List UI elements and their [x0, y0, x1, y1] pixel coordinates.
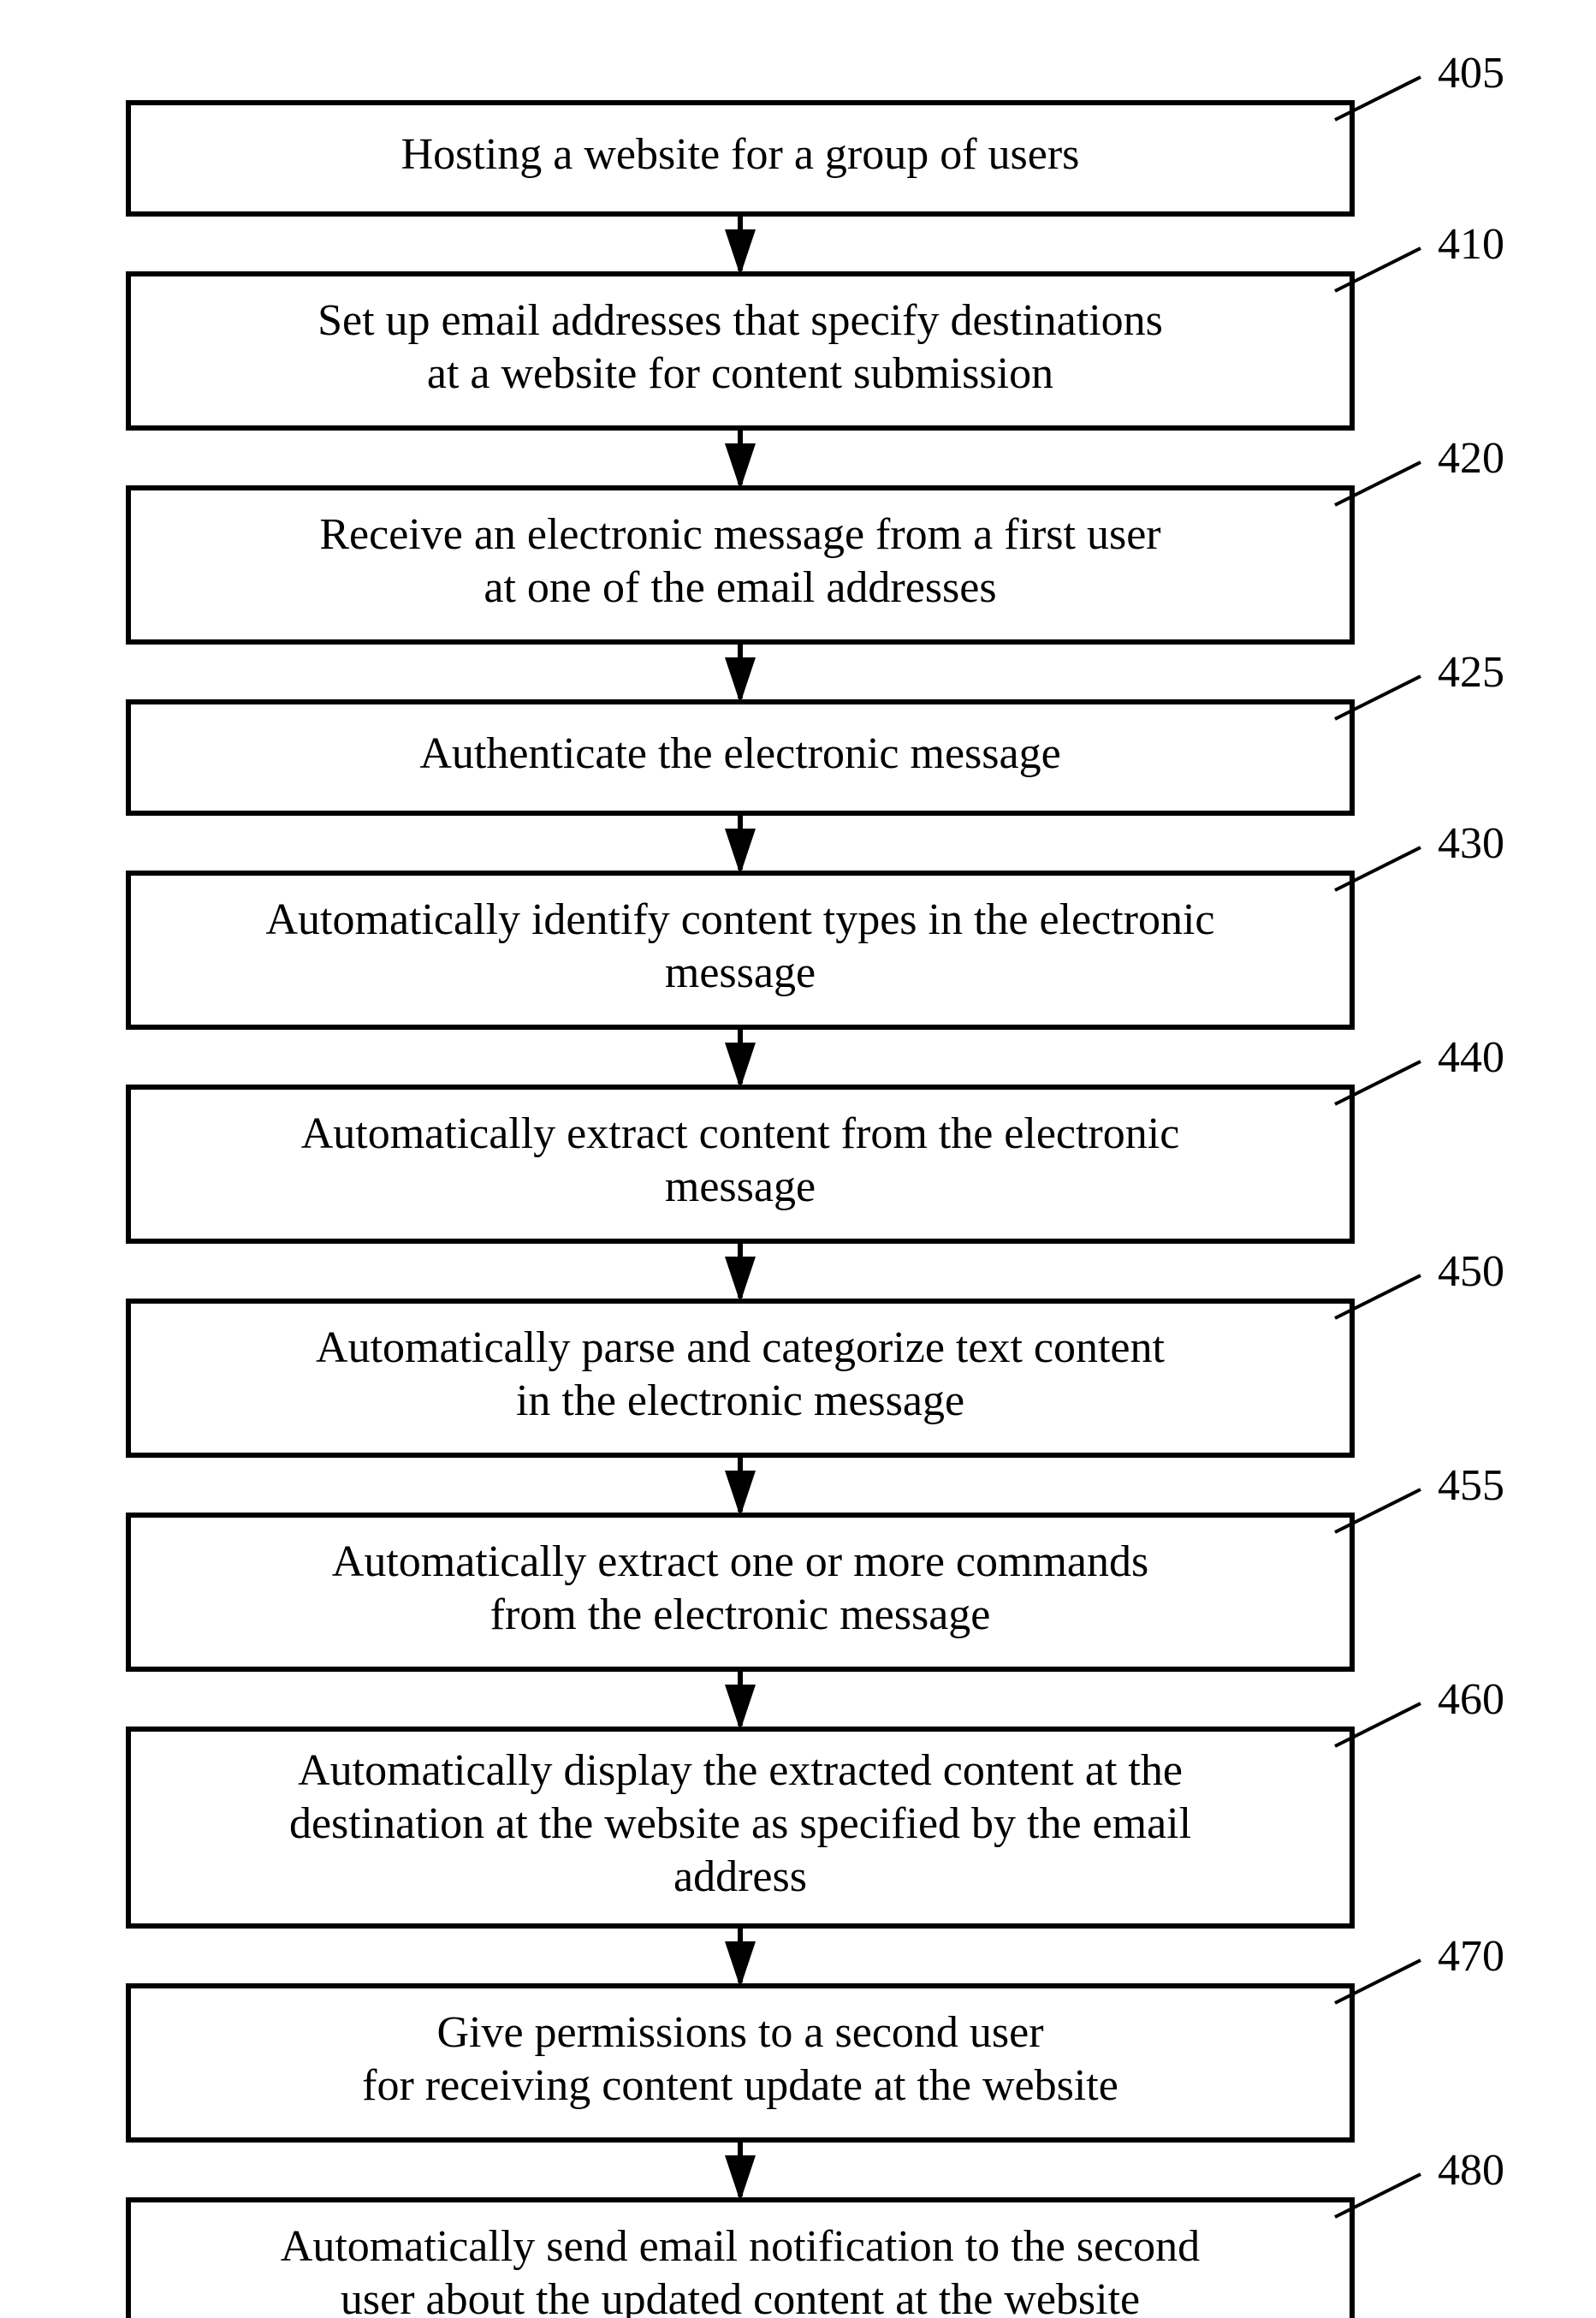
callout-line: [1335, 248, 1421, 291]
flow-step-label: 460: [1438, 1675, 1504, 1724]
flow-step-text: at a website for content submission: [427, 349, 1053, 398]
flow-step-text: Automatically extract one or more comman…: [332, 1537, 1148, 1586]
callout-line: [1335, 1061, 1421, 1104]
flow-step-text: from the electronic message: [490, 1590, 991, 1639]
callout-line: [1335, 1275, 1421, 1318]
flow-step-label: 470: [1438, 1932, 1504, 1981]
flow-step-label: 440: [1438, 1033, 1504, 1082]
flow-step-405: Hosting a website for a group of users 40…: [128, 49, 1504, 214]
callout-line: [1335, 77, 1421, 120]
flow-step-text: Receive an electronic message from a fir…: [319, 510, 1160, 559]
callout-line: [1335, 1703, 1421, 1746]
callout-line: [1335, 847, 1421, 890]
flow-step-label: 480: [1438, 2146, 1504, 2195]
flowchart-diagram: Hosting a website for a group of users 40…: [0, 0, 1596, 2318]
flow-step-label: 410: [1438, 220, 1504, 269]
flow-step-text: Hosting a website for a group of users: [401, 130, 1080, 179]
callout-line: [1335, 676, 1421, 719]
flow-step-label: 420: [1438, 434, 1504, 483]
callout-line: [1335, 2174, 1421, 2217]
flow-step-text: in the electronic message: [516, 1376, 964, 1425]
flow-step-text: Set up email addresses that specify dest…: [317, 296, 1163, 345]
flow-step-text: Automatically send email notification to…: [281, 2222, 1200, 2271]
callout-line: [1335, 462, 1421, 505]
flow-step-text: message: [665, 1162, 816, 1211]
flow-step-label: 450: [1438, 1247, 1504, 1296]
flow-step-text: for receiving content update at the webs…: [362, 2061, 1118, 2110]
flow-step-text: at one of the email addresses: [484, 563, 996, 612]
flow-step-label: 405: [1438, 49, 1504, 98]
flow-step-420: Receive an electronic message from a fir…: [128, 434, 1504, 642]
flow-step-430: Automatically identify content types in …: [128, 819, 1504, 1027]
flow-step-440: Automatically extract content from the e…: [128, 1033, 1504, 1241]
flow-step-410: Set up email addresses that specify dest…: [128, 220, 1504, 428]
flow-step-text: Automatically extract content from the e…: [301, 1109, 1180, 1158]
flow-step-455: Automatically extract one or more comman…: [128, 1461, 1504, 1669]
flow-step-text: user about the updated content at the we…: [341, 2275, 1140, 2318]
flow-step-text: Automatically parse and categorize text …: [316, 1323, 1165, 1372]
flow-step-text: Give permissions to a second user: [436, 2008, 1043, 2057]
callout-line: [1335, 1489, 1421, 1532]
callout-line: [1335, 1960, 1421, 2003]
flow-step-text: address: [673, 1852, 807, 1901]
flow-step-text: message: [665, 948, 816, 997]
flow-step-label: 425: [1438, 648, 1504, 697]
flow-step-label: 455: [1438, 1461, 1504, 1510]
flow-step-text: Automatically identify content types in …: [266, 895, 1215, 944]
flow-step-460: Automatically display the extracted cont…: [128, 1675, 1504, 1926]
flow-step-text: Authenticate the electronic message: [419, 729, 1060, 778]
flow-step-text: Automatically display the extracted cont…: [298, 1746, 1183, 1795]
flow-step-480: Automatically send email notification to…: [128, 2146, 1504, 2318]
flow-step-text: destination at the website as specified …: [289, 1799, 1191, 1848]
flow-step-425: Authenticate the electronic message 425: [128, 648, 1504, 813]
flow-step-label: 430: [1438, 819, 1504, 868]
flow-step-450: Automatically parse and categorize text …: [128, 1247, 1504, 1455]
flow-step-470: Give permissions to a second userfor rec…: [128, 1932, 1504, 2140]
